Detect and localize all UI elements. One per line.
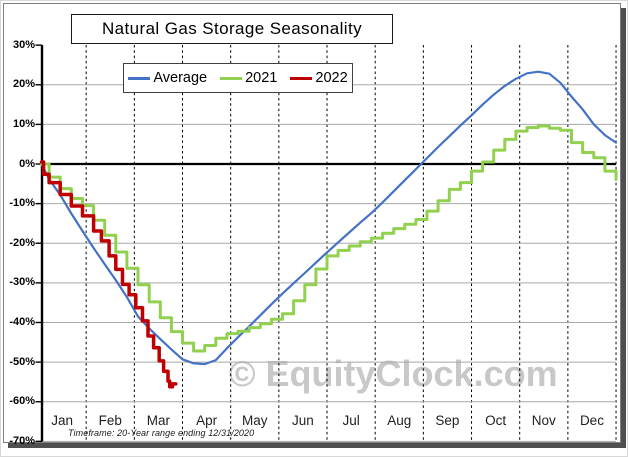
legend-label-2021: 2021 — [245, 70, 278, 86]
y-axis-tick-label: 30% — [12, 38, 35, 51]
legend-label-average: Average — [153, 70, 208, 86]
x-axis-month-label: Jul — [342, 413, 360, 428]
average-line-swatch-icon — [128, 76, 151, 80]
legend-entry-2021: 2021 — [220, 70, 277, 86]
y-axis-tick-label: -40% — [9, 315, 35, 328]
legend-entry-average: Average — [128, 70, 207, 86]
x-axis-month-label: Feb — [98, 413, 122, 428]
x-axis-month-label: Jan — [51, 413, 73, 428]
x-axis-month-label: Dec — [579, 413, 604, 428]
x-axis-month-label: Aug — [387, 413, 412, 428]
y-axis-tick-label: 0% — [19, 157, 35, 170]
y-axis-tick-label: -20% — [9, 236, 35, 249]
y-axis-tick-label: -70% — [9, 434, 35, 447]
x-axis-month-label: Jun — [292, 413, 314, 428]
timeframe-footnote: Timeframe: 20-Year range ending 12/31/20… — [68, 428, 255, 438]
x-axis-month-label: Apr — [196, 413, 218, 428]
series-2021-line — [40, 124, 618, 353]
watermark: © EquityClock.com — [229, 353, 558, 394]
x-axis-month-label: May — [241, 413, 268, 428]
y-axis-tick-label: -10% — [9, 197, 35, 210]
year-2022-line-swatch-icon — [290, 76, 313, 80]
x-axis-month-label: Mar — [146, 413, 171, 428]
x-axis-month-label: Oct — [485, 413, 507, 428]
y-axis-tick-label: -60% — [9, 395, 35, 408]
chart-title-box: Natural Gas Storage Seasonality — [71, 14, 393, 44]
y-axis-tick-label: -30% — [9, 276, 35, 289]
x-axis-month-label: Sep — [435, 413, 460, 428]
legend: Average 2021 2022 — [123, 63, 353, 93]
series-2022-line — [39, 160, 178, 389]
series-average-line — [40, 70, 618, 366]
chart-title: Natural Gas Storage Seasonality — [102, 19, 362, 38]
x-axis-month-label: Nov — [531, 413, 556, 428]
y-axis-tick-label: 10% — [12, 117, 35, 130]
legend-entry-2022: 2022 — [290, 70, 348, 86]
y-axis-tick-label: -50% — [9, 355, 35, 368]
legend-label-2022: 2022 — [315, 70, 348, 86]
year-2021-line-swatch-icon — [220, 76, 243, 80]
y-axis-tick-label: 20% — [12, 78, 35, 91]
